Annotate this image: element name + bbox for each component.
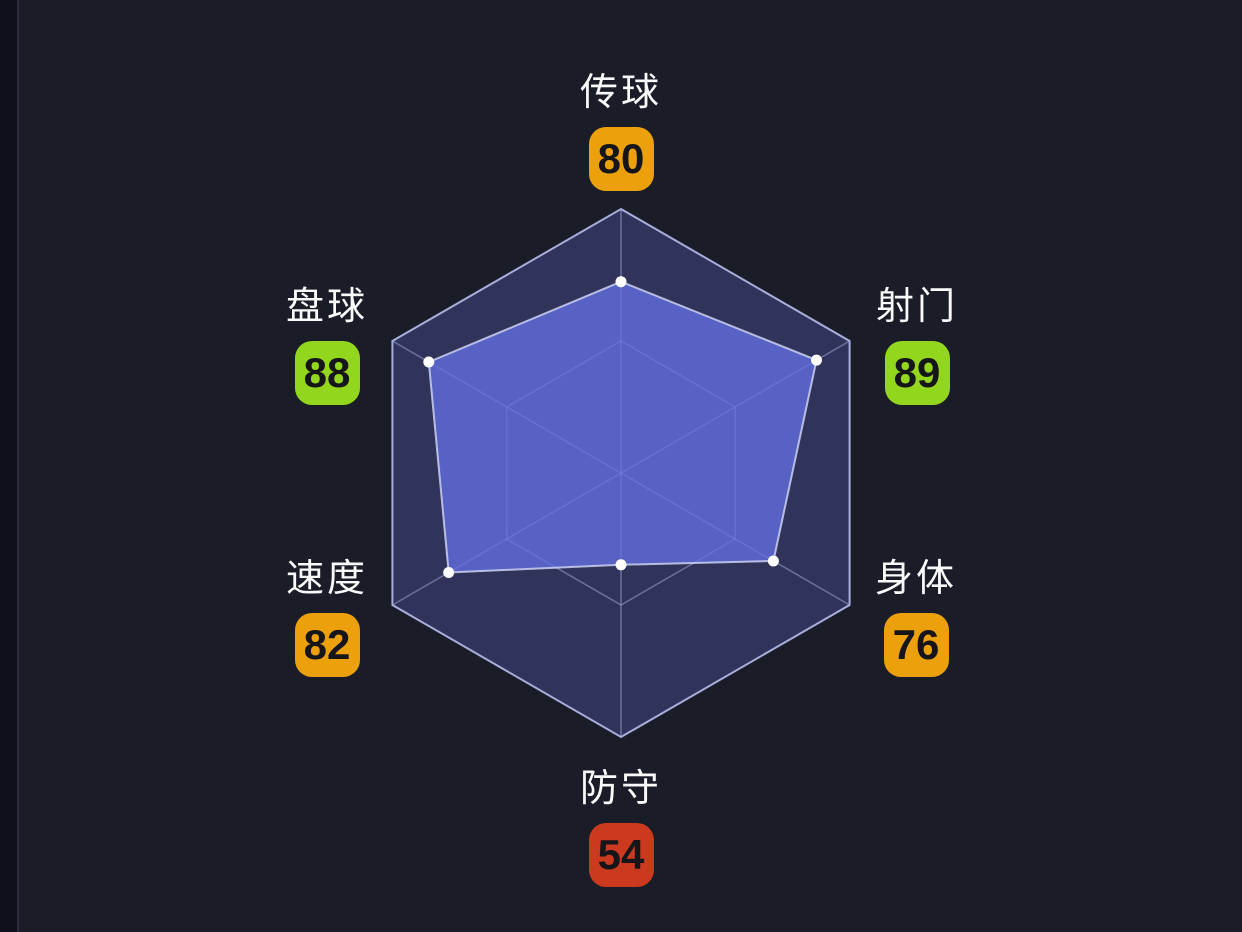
data-point-dot[interactable] xyxy=(443,567,455,578)
stat-defense-value-badge: 54 xyxy=(588,823,654,887)
stat-dribbling-label: 盘球 xyxy=(285,286,369,328)
stat-passing-label: 传球 xyxy=(579,72,663,114)
stat-shooting-value-badge: 89 xyxy=(884,341,950,405)
data-point-dot[interactable] xyxy=(811,354,822,366)
data-point-dot[interactable] xyxy=(615,276,627,288)
stat-physical: 身体 76 xyxy=(875,557,957,677)
stat-speed-label: 速度 xyxy=(285,558,369,600)
stat-passing: 传球 80 xyxy=(580,71,662,191)
data-point-dot[interactable] xyxy=(767,555,779,567)
stat-physical-value-badge: 76 xyxy=(883,613,949,677)
stat-speed: 速度 82 xyxy=(286,557,368,677)
window-edge-strip xyxy=(0,0,19,932)
stat-dribbling: 盘球 88 xyxy=(286,285,368,405)
stat-dribbling-value-badge: 88 xyxy=(294,341,360,405)
stat-defense-label: 防守 xyxy=(579,768,663,810)
stat-speed-value-badge: 82 xyxy=(294,613,360,677)
stat-passing-value-badge: 80 xyxy=(588,127,654,191)
data-point-dot[interactable] xyxy=(615,559,627,571)
stat-shooting-label: 射门 xyxy=(875,286,959,328)
stat-defense: 防守 54 xyxy=(580,767,662,887)
stat-physical-label: 身体 xyxy=(874,558,958,600)
stat-shooting: 射门 89 xyxy=(876,285,958,405)
data-point-dot[interactable] xyxy=(423,356,435,368)
